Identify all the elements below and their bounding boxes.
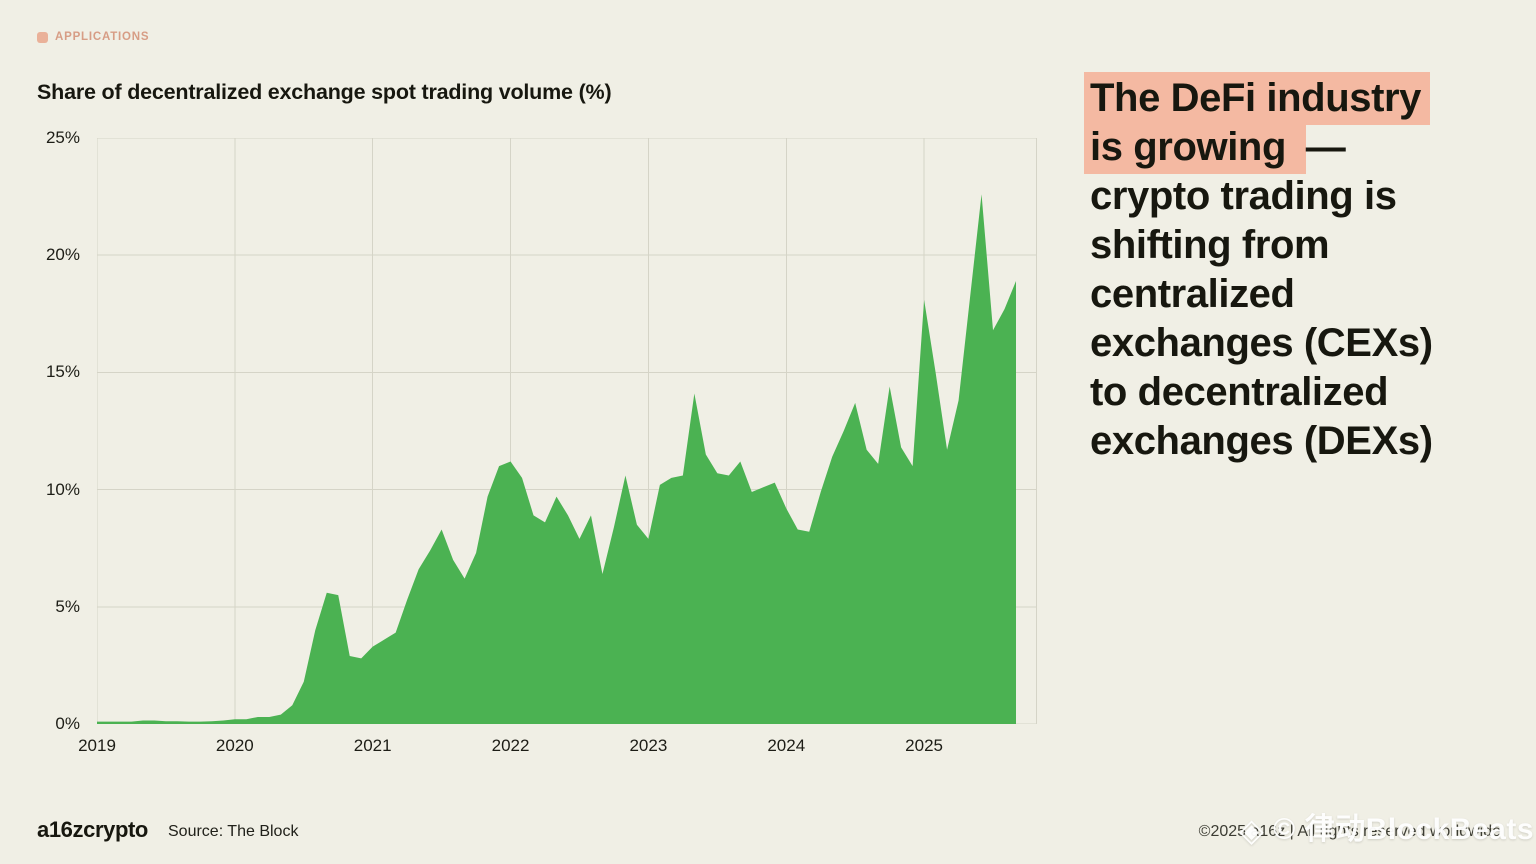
copyright-label: ©2025 a16z | All rights reserved worldwi…	[1198, 823, 1501, 840]
watermark-text: © 律动BlockBeats	[1273, 813, 1534, 846]
headline-text: exchanges (CEXs)	[1090, 321, 1433, 365]
x-tick-label: 2021	[353, 736, 392, 755]
headline-text: exchanges (DEXs)	[1090, 419, 1433, 463]
x-tick-label: 2019	[78, 736, 116, 755]
y-axis: 25% 20% 15% 10% 5% 0%	[0, 128, 80, 733]
x-tick-label: 2024	[767, 736, 806, 755]
blockbeats-diamond-icon: ◈	[1239, 812, 1265, 848]
headline-text: to decentralized	[1090, 370, 1389, 414]
y-tick-label: 20%	[45, 245, 80, 265]
headline-line: exchanges (CEXs)	[1090, 319, 1510, 368]
headline-text: crypto trading is	[1090, 174, 1397, 218]
a16zcrypto-logo: a16zcrypto	[37, 817, 148, 842]
headline-line: The DeFi industry	[1084, 72, 1510, 125]
headline-line: crypto trading is	[1090, 172, 1510, 221]
dex-share-area	[97, 194, 1016, 724]
chart-canvas	[97, 138, 1037, 724]
y-tick-label: 15%	[45, 362, 80, 382]
y-tick-label: 10%	[45, 479, 80, 499]
headline-text: —	[1305, 125, 1346, 169]
x-tick-label: 2023	[629, 736, 668, 755]
headline-line: exchanges (DEXs)	[1090, 417, 1510, 466]
headline-text: centralized	[1090, 272, 1295, 316]
headline: The DeFi industry is growing — crypto trad…	[1084, 72, 1510, 466]
headline-text: shifting from	[1090, 223, 1330, 267]
headline-line: to decentralized	[1090, 368, 1510, 417]
y-tick-label: 0%	[55, 714, 80, 733]
headline-line: centralized	[1090, 270, 1510, 319]
plot-area	[97, 138, 1037, 724]
eyebrow-label: APPLICATIONS	[55, 31, 150, 43]
x-axis: 2019 2020 2021 2022 2023 2024 2025	[78, 736, 1037, 760]
headline-line: shifting from	[1090, 221, 1510, 270]
chart-title: Share of decentralized exchange spot tra…	[37, 80, 612, 104]
x-tick-label: 2022	[491, 736, 530, 755]
watermark: ◈ © 律动BlockBeats	[1239, 804, 1534, 849]
headline-line: is growing —	[1084, 121, 1510, 174]
eyebrow-square-icon	[37, 31, 48, 43]
source-label: Source: The Block	[168, 823, 299, 840]
headline-highlighted-text: The DeFi industry	[1084, 72, 1431, 125]
y-tick-label: 5%	[55, 596, 80, 616]
x-tick-label: 2025	[905, 736, 944, 755]
y-tick-label: 25%	[45, 128, 80, 147]
eyebrow: APPLICATIONS	[37, 31, 149, 43]
x-tick-label: 2020	[215, 736, 254, 755]
headline-highlighted-text: is growing	[1084, 121, 1306, 174]
